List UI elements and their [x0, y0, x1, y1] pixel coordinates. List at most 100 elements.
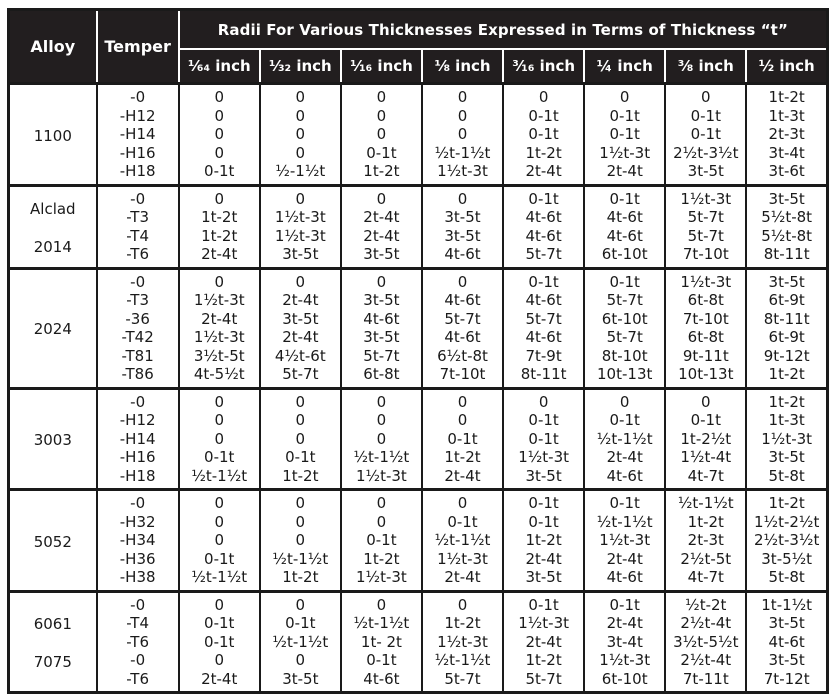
radius-value-cell: 0-1t [583, 589, 666, 614]
radius-value-cell: 0 [339, 183, 422, 208]
radius-value-cell: 1½t-3t [664, 183, 747, 208]
radius-value-cell: 0 [177, 411, 260, 430]
radius-value-cell: 1t-1½t [745, 589, 828, 614]
radius-value-cell: 4t-6t [420, 245, 504, 268]
alloy-cell: 5052 [8, 488, 97, 591]
radius-value-cell: 2t-4t [420, 568, 504, 591]
radius-value-cell: 4t-6t [339, 309, 422, 328]
radius-value-cell: 0 [339, 488, 422, 513]
radius-value-cell: 3t-5t [502, 568, 585, 591]
radius-value-cell: 0 [420, 589, 504, 614]
radius-value-cell: 1t-3t [745, 106, 828, 125]
radius-value-cell: 3½t-5t [177, 346, 260, 365]
table-row: -H38 ½t-1½t 1t-2t 1½t-3t 2t-4t 3t-5t 4t-6t 4t-7… [9, 568, 828, 591]
radius-value-cell: 0 [258, 651, 341, 670]
radius-value-cell: 0 [339, 386, 422, 411]
radius-value-cell: 6t-8t [664, 328, 747, 347]
table-row: -H14 0 0 0 0 0-1t 0-1t 0-1t 2t-3t [9, 125, 828, 144]
radius-value-cell: 0 [177, 531, 260, 550]
radius-value-cell: 1½t-3t [502, 614, 585, 633]
radius-value-cell: 1½t-3t [177, 291, 260, 310]
radius-value-cell: 2t-4t [583, 162, 666, 185]
radius-value-cell: 2½t-3½t [745, 531, 828, 550]
radius-value-cell: 0 [339, 589, 422, 614]
radius-value-cell: 1t-2t [339, 549, 422, 568]
table-row: -T6 0-1t ½t-1½t 1t- 2t 1½t-3t 2t-4t 3t-4t 3½t-5… [9, 632, 828, 651]
table-row: -T6 2t-4t 3t-5t 3t-5t 4t-6t 5t-7t 6t-10t 7t-10t… [9, 245, 828, 268]
radius-value-cell: 0-1t [583, 183, 666, 208]
radius-value-cell: 8t-11t [745, 245, 828, 268]
radius-value-cell: 0 [177, 488, 260, 513]
temper-cell: -H32 [95, 512, 179, 531]
radius-value-cell: 9t-12t [745, 346, 828, 365]
radius-value-cell: 7t-10t [664, 309, 747, 328]
radius-value-cell: 5t-7t [502, 669, 585, 693]
temper-cell: -H14 [95, 429, 179, 448]
radius-value-cell: 3t-5t [664, 162, 747, 185]
temper-cell: -T6 [95, 245, 179, 268]
radius-value-cell: 0 [258, 143, 341, 162]
radius-value-cell: 7t-9t [502, 346, 585, 365]
table-body: 1100 -0 0 0 0 0 0 0 0 1t-2t -H12 0 0 0 0 0-1t 0-1t 0-1t 1t… [8, 82, 828, 693]
radius-value-cell: 2t-4t [502, 549, 585, 568]
radius-value-cell: 0 [420, 411, 504, 430]
radius-value-cell: 1½t-3t [420, 632, 504, 651]
radius-value-cell: 0-1t [502, 429, 585, 448]
radius-value-cell: 3½t-5½t [664, 632, 747, 651]
radius-value-cell: 0-1t [177, 614, 260, 633]
radius-value-cell: 0-1t [502, 266, 585, 291]
table-row: -T3 1½t-3t 2t-4t 3t-5t 4t-6t 4t-6t 5t-7t 6t-8t 6… [9, 291, 828, 310]
radius-value-cell: 0-1t [583, 411, 666, 430]
radius-value-cell: 0 [258, 82, 341, 107]
radius-value-cell: 3t-5t [420, 226, 504, 245]
radius-value-cell: 0-1t [502, 106, 585, 125]
radius-value-cell: 1t-2½t [664, 429, 747, 448]
alloy-cell: 3003 [8, 386, 97, 490]
table-row: -T86 4t-5½t 5t-7t 6t-8t 7t-10t 8t-11t 10t-13t 1… [9, 365, 828, 388]
radius-value-cell: 1½t-3t [745, 429, 828, 448]
radius-value-cell: 4t-5½t [177, 365, 260, 388]
thickness-header: ½ inch [745, 49, 828, 84]
temper-cell: -H18 [95, 466, 179, 490]
table-row: -H16 0 0 0-1t ½t-1½t 1t-2t 1½t-3t 2½t-3½t 3t-4t [9, 143, 828, 162]
radius-value-cell: 0 [420, 266, 504, 291]
radius-value-cell: 0-1t [177, 549, 260, 568]
temper-cell: -T42 [95, 328, 179, 347]
radius-value-cell: 4t-7t [664, 568, 747, 591]
radius-value-cell: 3t-4t [745, 143, 828, 162]
temper-cell: -T4 [95, 226, 179, 245]
table-row: -0 0 0 0-1t ½t-1½t 1t-2t 1½t-3t 2½t-4t 3t-5t [9, 651, 828, 670]
radius-value-cell: 0 [177, 429, 260, 448]
radius-value-cell: 4½t-6t [258, 346, 341, 365]
radius-value-cell: 1½t-3t [258, 208, 341, 227]
radius-value-cell: 2t-4t [258, 291, 341, 310]
thickness-header: ⅜ inch [664, 49, 747, 84]
table-row: -T81 3½t-5t 4½t-6t 5t-7t 6½t-8t 7t-9t 8t-10t 9t… [9, 346, 828, 365]
radius-value-cell: 3t-4t [583, 632, 666, 651]
table-row: -H18 ½t-1½t 1t-2t 1½t-3t 2t-4t 3t-5t 4t-6t 4t-7… [9, 466, 828, 490]
radius-value-cell: ½t-1½t [177, 466, 260, 490]
radius-value-cell: ½t-1½t [420, 143, 504, 162]
radius-value-cell: 10t-13t [583, 365, 666, 388]
radius-value-cell: 1t-2t [177, 208, 260, 227]
temper-cell: -T4 [95, 614, 179, 633]
radius-value-cell: 1t-2t [420, 614, 504, 633]
radius-value-cell: 0 [420, 125, 504, 144]
radius-value-cell: 4t-6t [745, 632, 828, 651]
radius-value-cell: 4t-6t [339, 669, 422, 693]
temper-cell: -T3 [95, 291, 179, 310]
table-row: -T3 1t-2t 1½t-3t 2t-4t 3t-5t 4t-6t 4t-6t 5t-7t 5… [9, 208, 828, 227]
radius-value-cell: 0 [258, 183, 341, 208]
temper-cell: -T3 [95, 208, 179, 227]
temper-cell: -H18 [95, 162, 179, 185]
alloy-name: 6061 [33, 615, 72, 634]
radius-value-cell: 0 [339, 82, 422, 107]
thickness-header-row: ¹⁄₆₄ inch ¹⁄₃₂ inch ¹⁄₁₆ inch ⅛ inch ³⁄₁₆ in… [9, 49, 828, 84]
radius-value-cell: ½t-1½t [664, 488, 747, 513]
table-title: Radii For Various Thicknesses Expressed … [177, 9, 828, 50]
radius-value-cell: 1½t-3t [339, 466, 422, 490]
radius-value-cell: 8t-11t [745, 309, 828, 328]
radius-value-cell: 1t-2t [420, 448, 504, 467]
radius-value-cell: 3t-5t [745, 266, 828, 291]
